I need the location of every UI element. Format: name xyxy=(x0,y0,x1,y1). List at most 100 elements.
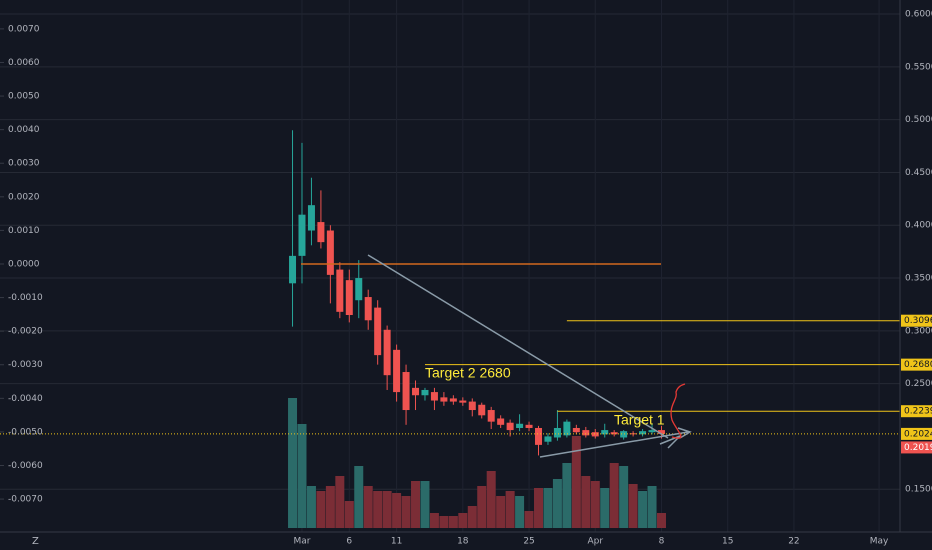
price-tag xyxy=(901,358,932,371)
candle-body xyxy=(648,430,656,433)
volume-bar xyxy=(335,476,345,528)
volume-bar xyxy=(619,466,629,528)
candle-body xyxy=(374,307,382,356)
price-tag xyxy=(901,314,932,327)
x-tick-label: Apr xyxy=(587,537,603,547)
candle-body xyxy=(298,214,306,256)
candle-body xyxy=(412,387,420,396)
volume-bar xyxy=(306,486,316,528)
candle-body xyxy=(421,389,429,396)
y2-tick-label: 0.0070 xyxy=(8,24,40,34)
candle-body xyxy=(355,278,363,301)
candle-body xyxy=(620,431,628,438)
y2-tick-label: -0.0020 xyxy=(8,327,43,337)
volume-bar xyxy=(505,491,515,528)
price-tag-label: 0.2024 xyxy=(904,429,932,439)
trend-line xyxy=(539,431,689,458)
volume-bar xyxy=(628,484,638,528)
volume-bar xyxy=(382,491,392,528)
candle-body xyxy=(572,427,580,433)
volume-bar xyxy=(647,486,657,528)
volume-bar xyxy=(562,463,572,528)
candle-body xyxy=(336,269,344,312)
volume-bar xyxy=(590,481,600,528)
y2-tick-label: 0.0060 xyxy=(8,58,40,68)
x-tick-label: 6 xyxy=(346,537,352,547)
candle-body xyxy=(430,392,438,401)
candle-body xyxy=(402,372,410,411)
candle-body xyxy=(307,205,315,231)
candle-body xyxy=(459,400,467,403)
candle-body xyxy=(393,349,401,393)
y2-tick-label: 0.0010 xyxy=(8,226,40,236)
y2-tick-label: 0.0020 xyxy=(8,192,40,202)
price-tag-label: 0.2019 xyxy=(904,443,932,453)
x-tick-label: Mar xyxy=(293,537,310,547)
volume-bar xyxy=(571,436,581,528)
volume-bar xyxy=(656,513,666,528)
timezone-icon[interactable]: Z xyxy=(32,536,39,547)
volume-bar xyxy=(401,496,411,528)
x-tick-label: 15 xyxy=(722,537,733,547)
candle-body xyxy=(289,255,297,284)
volume-bar xyxy=(316,491,326,528)
y2-tick-label: -0.0070 xyxy=(8,495,43,505)
price-tag xyxy=(901,405,932,418)
volume-bar xyxy=(448,516,458,528)
freehand-curve xyxy=(670,383,686,439)
x-tick-label: 11 xyxy=(391,537,402,547)
candle-body xyxy=(591,432,599,437)
volume-bar xyxy=(486,471,496,528)
y2-tick-label: 0.0050 xyxy=(8,92,40,102)
price-tag-label: 0.3096 xyxy=(904,316,932,326)
candle-body xyxy=(535,427,543,445)
candle-body xyxy=(478,404,486,416)
candle-body xyxy=(326,230,334,275)
volume-bar xyxy=(373,491,383,528)
y2-tick-label: 0.0030 xyxy=(8,159,40,169)
volume-bar xyxy=(515,496,525,528)
candle-body xyxy=(468,401,476,411)
volume-bar xyxy=(392,493,402,528)
grid xyxy=(0,0,900,532)
candle-body xyxy=(383,329,391,376)
volume-bar xyxy=(325,486,335,528)
volume-bar xyxy=(477,486,487,528)
volume-bar xyxy=(354,466,364,528)
price-tag-label: 0.2680 xyxy=(904,360,932,370)
candle-body xyxy=(582,430,590,436)
candle-body xyxy=(544,436,552,442)
volume-bar xyxy=(552,479,562,528)
y2-tick-label: -0.0040 xyxy=(8,394,43,404)
annotation: Target 1 xyxy=(614,412,665,428)
candle-body xyxy=(563,421,571,436)
candle-body xyxy=(345,280,353,315)
x-tick-label: 8 xyxy=(659,537,665,547)
volume-bar xyxy=(297,424,307,528)
candle-body xyxy=(506,422,514,431)
x-tick-label: 22 xyxy=(788,537,799,547)
y2-tick-label: 0.0040 xyxy=(8,125,40,135)
volume-bar xyxy=(496,496,506,528)
volume-bar xyxy=(543,488,553,528)
candle-body xyxy=(525,424,533,428)
x-tick-label: 25 xyxy=(523,537,534,547)
volume-bar xyxy=(288,398,298,528)
candle-body xyxy=(553,427,561,438)
volume-bar xyxy=(439,516,449,528)
price-tag xyxy=(901,441,932,454)
volume-bar xyxy=(363,486,373,528)
candle-body xyxy=(610,432,618,435)
marks xyxy=(0,130,900,528)
volume-bar xyxy=(467,506,477,528)
